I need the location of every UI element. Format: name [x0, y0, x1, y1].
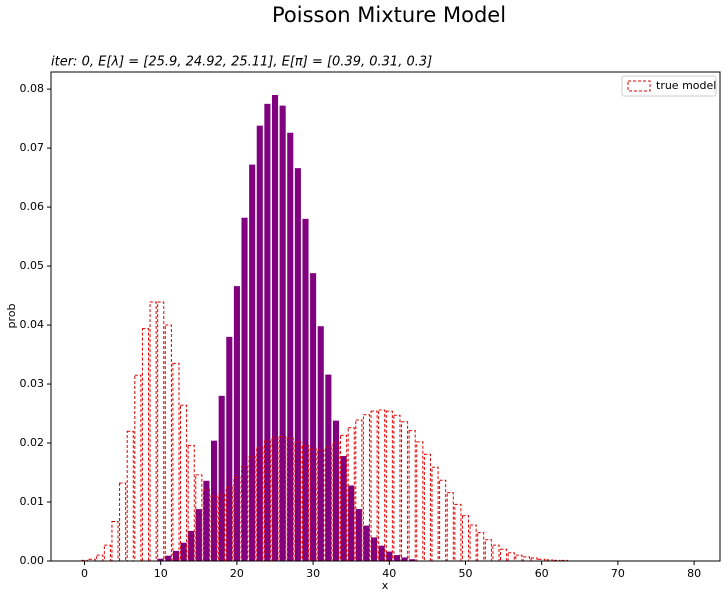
- bar: [469, 524, 477, 562]
- y-tick-label: 0.01: [20, 495, 45, 508]
- chart-title: Poisson Mixture Model: [272, 3, 506, 27]
- bar: [294, 168, 301, 561]
- bar: [317, 326, 324, 561]
- y-tick-label: 0.08: [20, 82, 45, 95]
- x-tick-label: 40: [382, 567, 396, 580]
- bar: [287, 132, 294, 561]
- x-tick-label: 70: [611, 567, 625, 580]
- bar: [195, 509, 202, 561]
- bar: [164, 324, 172, 562]
- bar: [203, 480, 210, 561]
- bar: [187, 444, 195, 562]
- y-tick-label: 0.02: [20, 436, 45, 449]
- y-tick-label: 0.07: [20, 141, 45, 154]
- bar: [340, 456, 347, 561]
- x-tick-label: 10: [154, 567, 168, 580]
- bar: [363, 525, 370, 561]
- bar: [157, 301, 165, 562]
- bar: [279, 105, 286, 561]
- y-axis-label: prob: [5, 303, 18, 328]
- bar: [294, 441, 302, 562]
- bar: [165, 555, 172, 561]
- bar: [172, 362, 180, 562]
- bar: [226, 336, 233, 561]
- bar: [256, 125, 263, 562]
- y-tick-label: 0.04: [20, 318, 45, 331]
- bar: [263, 440, 271, 562]
- bar: [249, 164, 256, 561]
- bar: [507, 552, 515, 562]
- bar: [439, 479, 447, 562]
- bar: [172, 550, 180, 561]
- bar: [264, 103, 271, 561]
- y-tick-label: 0.06: [20, 200, 45, 213]
- bar: [393, 414, 401, 562]
- bar: [103, 544, 111, 562]
- chart-subtitle: iter: 0, E[λ] = [25.9, 24.92, 25.11], E[…: [51, 55, 432, 70]
- bar: [180, 542, 187, 561]
- bar: [522, 556, 531, 562]
- bar: [378, 409, 386, 562]
- bar: [431, 466, 439, 562]
- bar: [157, 558, 164, 561]
- bar: [111, 520, 119, 562]
- bar: [393, 555, 400, 561]
- bar: [180, 404, 188, 562]
- x-tick-label: 30: [306, 567, 320, 580]
- bar: [96, 554, 104, 562]
- bar: [218, 395, 225, 561]
- bar: [386, 551, 393, 561]
- bar: [355, 509, 362, 561]
- y-tick-label: 0.00: [20, 554, 45, 567]
- plot-frame: [50, 71, 721, 562]
- x-axis-label: x: [382, 579, 389, 592]
- bar: [446, 492, 454, 562]
- bar: [401, 557, 408, 561]
- y-tick-label: 0.05: [20, 259, 45, 272]
- bar: [302, 218, 309, 561]
- y-tick-label: 0.03: [20, 377, 45, 390]
- bar: [484, 539, 492, 562]
- bar: [348, 485, 355, 561]
- bar: [211, 440, 218, 561]
- bar: [492, 544, 500, 562]
- bar: [149, 301, 157, 562]
- bar: [310, 273, 317, 561]
- bar: [385, 410, 393, 562]
- bar: [409, 559, 416, 561]
- bar: [500, 548, 508, 562]
- bar: [370, 410, 378, 562]
- bar: [134, 374, 142, 562]
- bar: [408, 430, 416, 562]
- bar: [461, 515, 470, 562]
- bar: [477, 532, 485, 562]
- bar: [119, 482, 127, 562]
- bar: [188, 530, 195, 561]
- bar: [416, 441, 424, 562]
- legend-label: true model: [656, 79, 716, 92]
- bar: [332, 420, 340, 561]
- bar: [233, 286, 240, 561]
- x-tick-label: 0: [81, 567, 88, 580]
- legend-swatch: [627, 80, 651, 92]
- x-tick-label: 50: [459, 567, 473, 580]
- x-tick-label: 20: [230, 567, 244, 580]
- bar: [423, 453, 431, 562]
- bar: [454, 503, 462, 562]
- bar: [141, 328, 150, 562]
- x-tick-label: 80: [687, 567, 701, 580]
- bar: [340, 434, 348, 562]
- bar: [271, 95, 279, 561]
- bar: [241, 217, 248, 562]
- bar: [401, 421, 409, 562]
- bar: [515, 554, 523, 562]
- bar: [126, 430, 134, 562]
- bar: [378, 545, 385, 561]
- bar: [301, 444, 310, 562]
- bar: [371, 537, 378, 561]
- x-tick-label: 60: [535, 567, 549, 580]
- bar: [325, 374, 332, 561]
